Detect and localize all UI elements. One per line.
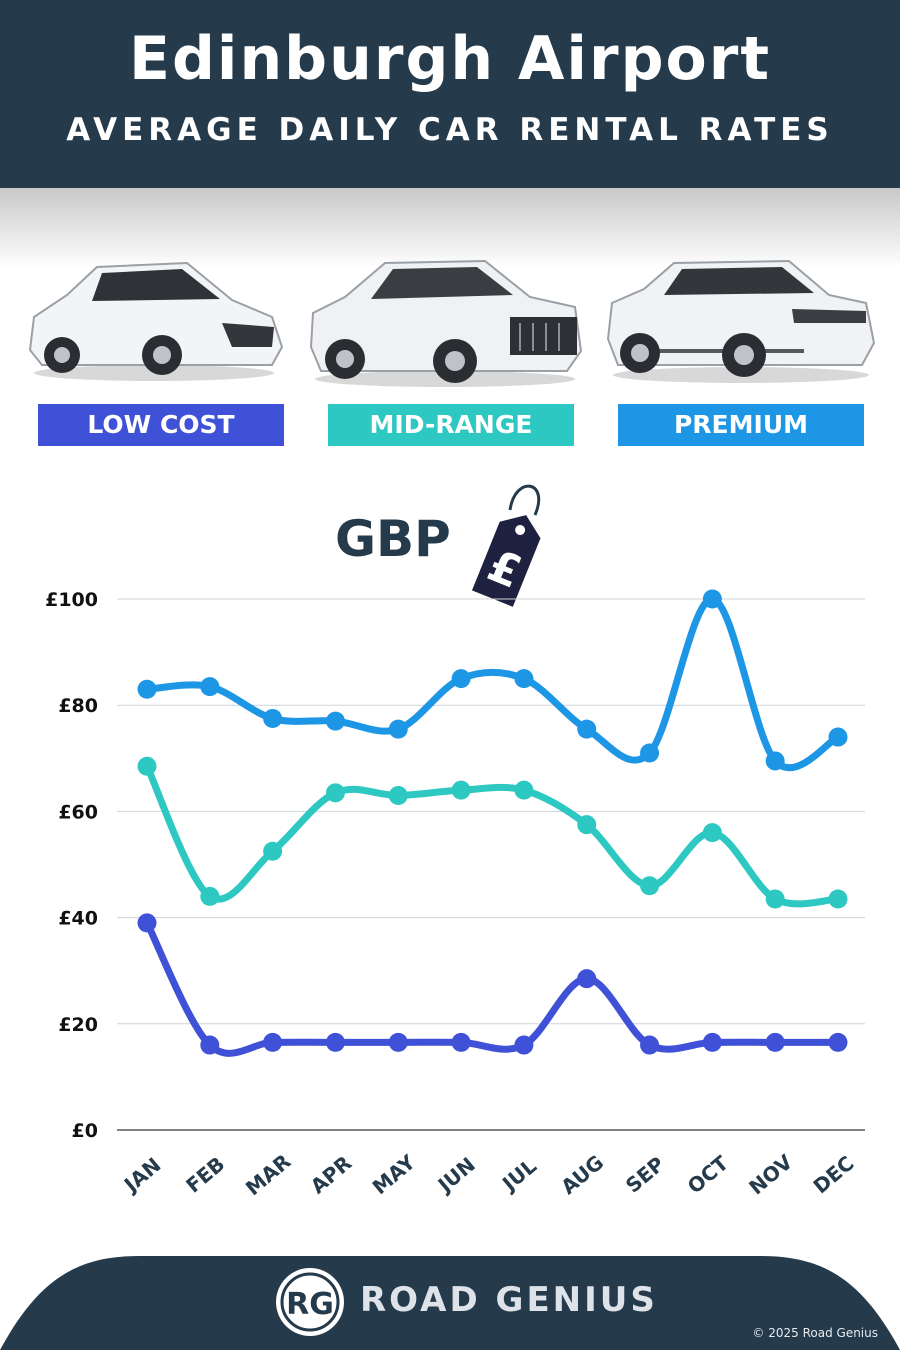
x-tick-label: JUL xyxy=(496,1154,541,1197)
x-tick-label: AUG xyxy=(556,1150,608,1199)
y-tick-label: £20 xyxy=(58,1014,98,1036)
header-shadow xyxy=(0,188,900,268)
x-tick-label: FEB xyxy=(181,1152,229,1198)
data-point-low-cost xyxy=(765,1032,785,1052)
data-point-premium xyxy=(137,679,157,699)
data-point-premium xyxy=(451,669,471,689)
rental-rate-line-chart: £0 £20 £40 £60 £80 £100 JAN FEB MAR APR MAY JUN JUL… xyxy=(45,589,865,1200)
series-line-low-cost xyxy=(143,919,842,1057)
data-point-mid-range xyxy=(577,815,597,835)
x-tick-label: SEP xyxy=(621,1152,669,1198)
data-point-low-cost xyxy=(702,1032,722,1052)
data-point-mid-range xyxy=(514,780,534,800)
data-point-low-cost xyxy=(325,1032,345,1052)
footer-banner: RG xyxy=(0,1256,900,1350)
data-point-mid-range xyxy=(263,841,283,861)
data-point-mid-range xyxy=(388,785,408,805)
data-point-mid-range xyxy=(451,780,471,800)
price-tag-icon: £ xyxy=(471,484,541,607)
data-point-premium xyxy=(828,727,848,747)
y-tick-label: £100 xyxy=(45,589,98,611)
data-point-mid-range xyxy=(137,756,157,776)
x-tick-label: OCT xyxy=(683,1151,733,1199)
brand-name: ROAD GENIUS xyxy=(360,1280,658,1320)
x-tick-label: JAN xyxy=(118,1153,165,1198)
data-point-low-cost xyxy=(263,1032,283,1052)
x-tick-label: APR xyxy=(306,1151,356,1199)
data-point-low-cost xyxy=(577,969,597,989)
data-point-premium xyxy=(514,669,534,689)
data-point-mid-range xyxy=(828,889,848,909)
x-tick-label: DEC xyxy=(809,1151,859,1198)
y-tick-label: £0 xyxy=(72,1120,98,1142)
data-point-mid-range xyxy=(702,823,722,843)
hatchback-car-image xyxy=(28,261,284,381)
data-point-premium xyxy=(325,711,345,731)
data-point-mid-range xyxy=(640,876,660,896)
data-point-premium xyxy=(765,751,785,771)
data-point-low-cost xyxy=(828,1032,848,1052)
category-mid-range: MID-RANGE xyxy=(328,404,574,446)
currency-label: GBP xyxy=(335,510,451,568)
data-point-low-cost xyxy=(200,1035,220,1055)
y-tick-label: £60 xyxy=(58,801,98,823)
category-low-cost: LOW COST xyxy=(38,404,284,446)
header-banner: Edinburgh Airport AVERAGE DAILY CAR RENT… xyxy=(0,0,900,188)
x-tick-label: MAY xyxy=(368,1150,421,1200)
data-point-mid-range xyxy=(200,886,220,906)
category-premium: PREMIUM xyxy=(618,404,864,446)
road-genius-logo-icon: RG xyxy=(286,1287,334,1322)
data-point-premium xyxy=(640,743,660,763)
data-point-premium xyxy=(388,719,408,739)
page-subtitle: AVERAGE DAILY CAR RENTAL RATES xyxy=(66,112,834,148)
data-point-mid-range xyxy=(765,889,785,909)
x-tick-label: NOV xyxy=(744,1149,797,1199)
suv-car-image xyxy=(309,259,583,387)
series-line-mid-range xyxy=(143,762,842,908)
page-title: Edinburgh Airport xyxy=(128,24,772,94)
x-tick-label: MAR xyxy=(241,1149,295,1200)
x-tick-label: JUN xyxy=(432,1152,480,1198)
data-point-low-cost xyxy=(640,1035,660,1055)
data-point-premium xyxy=(200,677,220,697)
data-point-low-cost xyxy=(137,913,157,933)
data-point-low-cost xyxy=(514,1035,534,1055)
y-tick-label: £40 xyxy=(58,908,98,930)
data-point-premium xyxy=(263,708,283,728)
data-point-low-cost xyxy=(388,1032,408,1052)
y-tick-label: £80 xyxy=(58,695,98,717)
data-point-premium xyxy=(577,719,597,739)
data-point-mid-range xyxy=(325,783,345,803)
copyright-text: © 2025 Road Genius xyxy=(752,1326,878,1340)
data-point-low-cost xyxy=(451,1032,471,1052)
premium-suv-car-image xyxy=(606,259,876,383)
series-line-premium xyxy=(143,595,842,772)
data-point-premium xyxy=(702,589,722,609)
